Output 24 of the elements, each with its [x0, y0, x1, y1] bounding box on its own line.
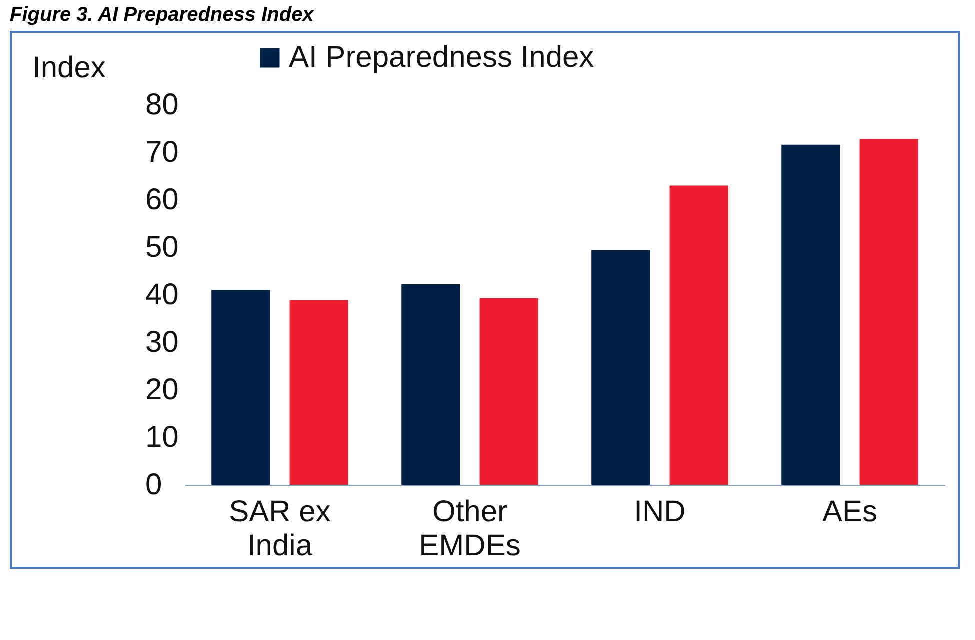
- x-tick-label: Other EMDEs: [419, 496, 521, 562]
- bar: [290, 300, 348, 485]
- legend-label: AI Preparedness Index: [289, 41, 594, 74]
- bar: [782, 144, 840, 485]
- y-axis-title: Index: [32, 52, 106, 84]
- y-tick-label: 80: [146, 88, 179, 122]
- bar: [592, 250, 650, 485]
- x-tick-label: AEs: [822, 496, 878, 528]
- bar: [402, 284, 460, 485]
- y-tick-label: 30: [146, 326, 179, 359]
- y-tick-label: 10: [146, 421, 179, 454]
- y-tick-label: 50: [146, 231, 179, 264]
- bar: [860, 139, 918, 485]
- chart-title: Figure 3. AI Preparedness Index: [10, 4, 316, 27]
- bar: [670, 186, 728, 485]
- bar: [212, 290, 270, 485]
- y-tick-label: 70: [146, 136, 179, 169]
- x-tick-label: IND: [634, 496, 686, 528]
- y-tick-label: 60: [146, 184, 179, 216]
- y-tick-label: 20: [146, 374, 179, 406]
- x-tick-label: SAR ex India: [229, 496, 331, 562]
- y-tick-label: 40: [146, 278, 179, 312]
- bar: [480, 298, 538, 485]
- y-tick-label: 0: [146, 468, 162, 502]
